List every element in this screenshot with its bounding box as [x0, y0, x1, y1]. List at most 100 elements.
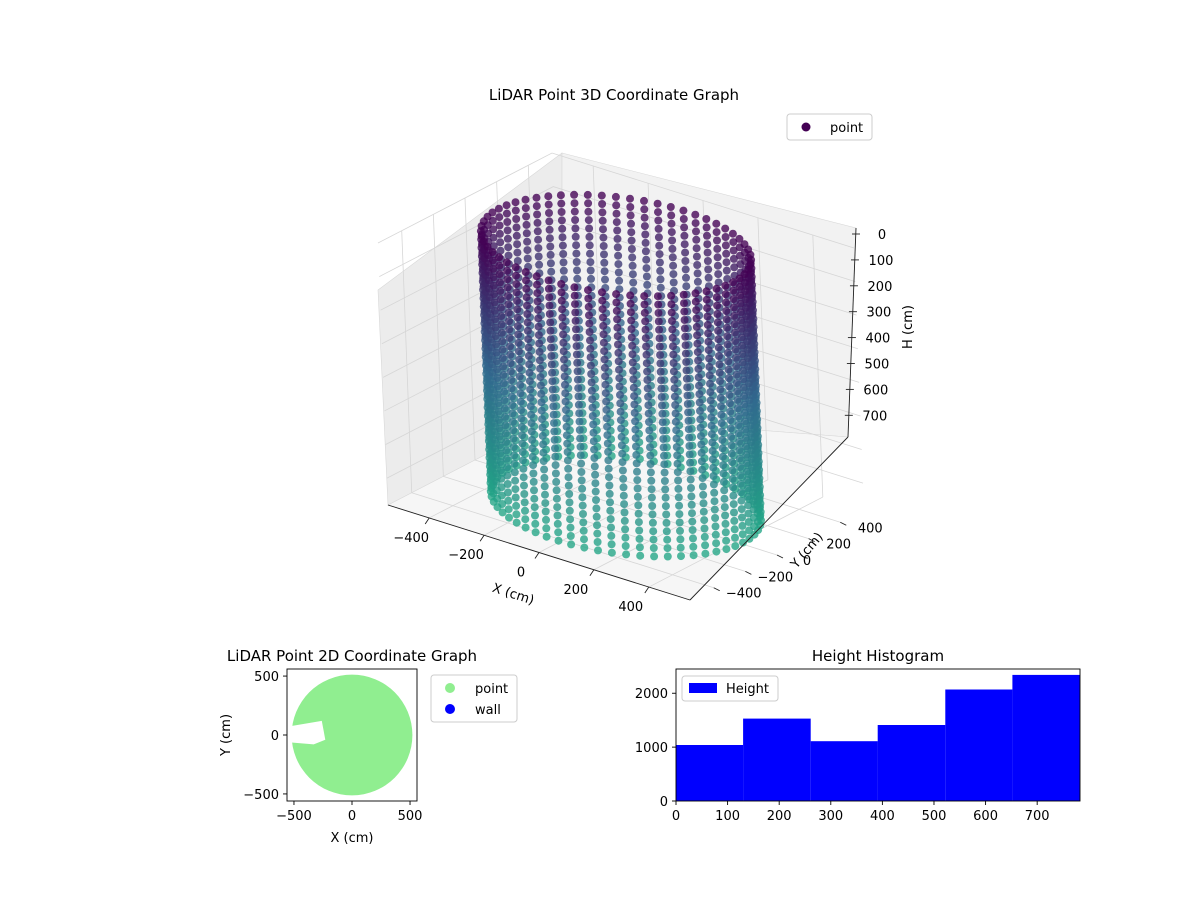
point-3d	[729, 278, 738, 287]
point-3d	[693, 269, 702, 278]
point-3d	[680, 223, 689, 232]
legend-3d-label: point	[830, 121, 863, 136]
point-3d	[535, 356, 544, 365]
point-3d	[696, 415, 705, 424]
point-3d	[629, 383, 638, 392]
point-3d	[700, 524, 709, 533]
point-3d	[692, 227, 700, 236]
point-3d	[570, 190, 579, 199]
point-3d	[493, 374, 502, 382]
point-3d	[719, 469, 728, 478]
point-3d	[723, 340, 732, 349]
point-3d	[743, 484, 752, 493]
point-3d	[497, 483, 506, 492]
point-3d	[615, 382, 624, 391]
point-3d	[549, 410, 558, 419]
point-3d	[734, 412, 743, 421]
point-3d	[622, 550, 631, 559]
point-3d	[531, 519, 540, 528]
point-3d	[559, 258, 568, 267]
point-3d	[649, 544, 658, 552]
point-3d	[721, 241, 730, 250]
point-3d	[739, 375, 748, 384]
point-3d	[689, 534, 697, 543]
point-3d	[669, 367, 678, 376]
point-3d	[710, 488, 719, 497]
point-3d	[491, 332, 500, 341]
point-3d	[728, 466, 737, 475]
point-3d	[503, 471, 512, 480]
x-tick-label-2d: 0	[348, 809, 356, 824]
point-3d	[708, 446, 717, 455]
point-3d	[492, 348, 501, 357]
point-3d	[514, 347, 523, 356]
point-3d	[527, 410, 536, 419]
point-3d	[495, 221, 504, 230]
point-3d	[541, 499, 550, 508]
point-3d	[721, 528, 730, 537]
z-tick-label-3d: 0	[878, 228, 886, 243]
point-3d	[670, 375, 679, 384]
point-3d	[585, 319, 594, 328]
point-3d	[561, 389, 570, 398]
point-3d	[626, 211, 635, 220]
point-3d	[736, 291, 745, 300]
point-3d	[594, 546, 602, 555]
point-3d	[598, 200, 607, 208]
y-tick-label-hist: 2000	[635, 687, 668, 702]
point-3d	[666, 203, 675, 211]
point-3d	[578, 501, 587, 510]
point-3d	[643, 280, 652, 289]
point-3d	[549, 394, 557, 402]
point-3d	[558, 241, 567, 250]
histogram-bar	[810, 741, 878, 801]
point-3d	[496, 286, 505, 295]
point-3d	[600, 250, 608, 259]
point-3d	[674, 484, 683, 493]
point-3d	[675, 510, 684, 519]
histogram-bar	[743, 718, 811, 801]
point-3d	[530, 486, 538, 495]
point-3d	[562, 406, 570, 414]
point-3d	[519, 473, 528, 482]
point-3d	[716, 385, 725, 394]
point-3d	[586, 344, 595, 353]
point-3d	[741, 442, 750, 451]
point-3d	[551, 444, 559, 453]
point-3d	[497, 312, 506, 321]
point-3d	[672, 443, 681, 451]
point-3d	[512, 288, 521, 297]
point-3d	[521, 268, 530, 276]
point-3d	[489, 281, 498, 290]
point-3d	[703, 240, 712, 249]
point-3d	[682, 282, 691, 291]
point-3d	[504, 505, 513, 514]
point-3d	[513, 296, 521, 305]
point-3d	[525, 360, 534, 369]
point-3d	[552, 477, 561, 486]
point-3d	[669, 342, 677, 351]
point-3d	[642, 264, 651, 273]
point-3d	[669, 359, 678, 367]
point-3d	[614, 268, 623, 277]
point-3d	[496, 449, 505, 458]
point-3d	[667, 228, 676, 237]
point-3d	[612, 306, 621, 315]
point-3d	[714, 278, 723, 287]
point-3d	[662, 518, 671, 527]
point-3d	[601, 372, 610, 381]
point-3d	[648, 502, 657, 510]
point-3d	[613, 315, 622, 324]
point-3d	[575, 417, 584, 426]
point-3d	[724, 357, 733, 366]
point-3d	[511, 206, 520, 215]
point-3d	[521, 506, 529, 515]
point-3d	[522, 284, 531, 293]
point-3d	[494, 407, 503, 416]
point-3d	[584, 207, 593, 216]
point-3d	[614, 260, 623, 269]
point-3d	[550, 419, 558, 428]
y-tick-label-2d: 0	[271, 729, 279, 744]
point-3d	[654, 216, 663, 225]
point-3d	[628, 253, 637, 262]
